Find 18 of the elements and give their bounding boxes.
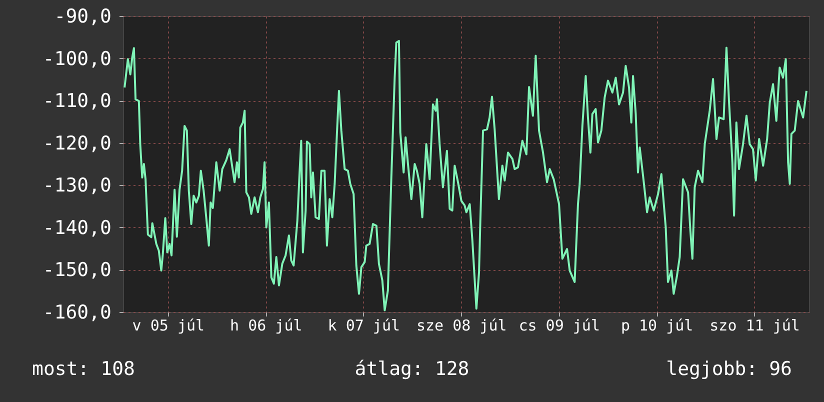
y-tick-label: -150,0 xyxy=(42,259,112,282)
y-tick-label: -100,0 xyxy=(42,48,112,70)
x-tick-label: sze 08 júl xyxy=(416,316,507,334)
text: legjobb: 96 xyxy=(666,358,792,380)
y-tick-label: -120,0 xyxy=(42,132,112,154)
y-tick-label: -90,0 xyxy=(54,6,112,28)
text: most: 108 xyxy=(32,358,135,380)
x-tick-label: k 07 júl xyxy=(328,316,400,334)
x-tick-label: cs 09 júl xyxy=(518,316,600,334)
y-tick-label: -130,0 xyxy=(42,174,112,197)
x-tick-label: v 05 júl xyxy=(132,316,205,334)
text: átlag: 128 xyxy=(354,358,470,380)
x-tick-label: szo 11 júl xyxy=(710,316,800,334)
y-tick-label: -110,0 xyxy=(42,90,112,112)
y-tick-label: -160,0 xyxy=(42,302,112,324)
y-tick-label: -140,0 xyxy=(42,216,112,239)
x-tick-label: p 10 júl xyxy=(620,316,694,334)
x-tick-label: h 06 júl xyxy=(230,316,302,334)
